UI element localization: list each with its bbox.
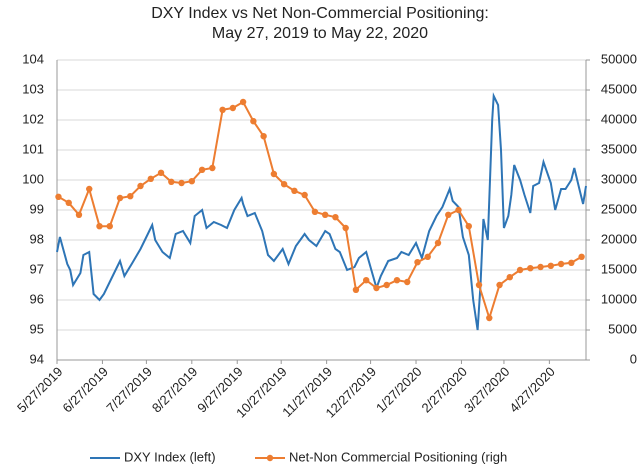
y2-tick-label: 40000 xyxy=(601,111,637,126)
legend-label: Net-Non Commercial Positioning (righ xyxy=(289,449,507,464)
y-tick-label: 94 xyxy=(30,351,44,366)
point xyxy=(342,224,349,232)
series-line xyxy=(57,100,583,322)
point xyxy=(568,259,575,266)
point xyxy=(465,223,472,230)
y-tick-label: 101 xyxy=(22,141,44,156)
y2-tick-label: 25000 xyxy=(601,201,637,216)
y2-tick-label: 45000 xyxy=(601,81,637,96)
y2-tick-label: 10000 xyxy=(601,291,637,306)
x-tick-label: 8/27/2019 xyxy=(149,364,201,416)
y-tick-label: 102 xyxy=(22,111,44,126)
y-tick-label: 99 xyxy=(30,201,44,216)
point xyxy=(86,185,93,193)
y-tick-label: 100 xyxy=(22,171,44,186)
point xyxy=(116,194,124,202)
point xyxy=(445,211,452,218)
point xyxy=(383,281,390,289)
y2-tick-label: 0 xyxy=(630,351,637,366)
y-tick-label: 98 xyxy=(30,231,44,246)
x-tick-label: 5/27/2019 xyxy=(14,364,66,416)
x-tick-label: 6/27/2019 xyxy=(59,364,111,416)
point xyxy=(65,199,72,206)
chart-subtitle: May 27, 2019 to May 22, 2020 xyxy=(212,25,428,42)
point xyxy=(301,191,308,199)
point xyxy=(147,175,154,182)
point xyxy=(547,262,555,269)
point xyxy=(260,133,267,140)
point xyxy=(414,259,421,266)
y2-tick-label: 30000 xyxy=(601,171,637,186)
y-tick-label: 103 xyxy=(22,81,44,96)
point xyxy=(537,263,544,271)
y2-tick-label: 15000 xyxy=(601,261,637,276)
series-line xyxy=(56,92,587,331)
point xyxy=(198,166,206,173)
x-tick-label: 1/27/2020 xyxy=(373,364,425,416)
point xyxy=(434,239,442,247)
point xyxy=(557,260,565,268)
chart-title: DXY Index vs Net Non-Commercial Position… xyxy=(151,5,489,22)
point xyxy=(578,253,585,260)
y2-tick-label: 35000 xyxy=(601,141,637,156)
point xyxy=(168,178,175,185)
point xyxy=(188,178,196,185)
point xyxy=(496,281,503,289)
point xyxy=(127,193,134,200)
point xyxy=(362,277,370,284)
point xyxy=(527,265,534,272)
point xyxy=(486,314,493,322)
point xyxy=(321,211,329,218)
point xyxy=(137,182,144,190)
point xyxy=(280,181,288,188)
y2-tick-label: 50000 xyxy=(601,51,637,66)
y2-tick-label: 5000 xyxy=(608,321,637,336)
point xyxy=(55,193,62,200)
point xyxy=(178,179,185,187)
point xyxy=(209,164,216,172)
y-tick-label: 95 xyxy=(30,321,44,336)
point xyxy=(516,266,524,274)
y-tick-label: 96 xyxy=(30,291,44,306)
x-tick-label: 3/27/2020 xyxy=(461,364,513,416)
point xyxy=(373,284,380,292)
point xyxy=(352,286,360,293)
point xyxy=(311,208,319,215)
point xyxy=(239,98,247,106)
legend-label: DXY Index (left) xyxy=(124,449,216,464)
point xyxy=(219,106,226,114)
point xyxy=(157,169,165,176)
point xyxy=(75,211,83,218)
point xyxy=(455,206,462,214)
legend-marker xyxy=(266,454,274,462)
y2-tick-label: 20000 xyxy=(601,231,637,246)
point xyxy=(250,118,257,125)
point xyxy=(270,170,278,178)
point xyxy=(424,253,431,260)
x-tick-label: 4/27/2020 xyxy=(506,364,558,416)
point xyxy=(229,104,237,112)
y-tick-label: 104 xyxy=(22,51,44,66)
point xyxy=(106,223,113,230)
point xyxy=(332,214,339,221)
point xyxy=(96,223,103,230)
point xyxy=(475,281,483,289)
point xyxy=(393,277,401,284)
point xyxy=(404,278,411,286)
point xyxy=(506,274,514,281)
x-tick-label: 7/27/2019 xyxy=(103,364,155,416)
point xyxy=(291,187,298,194)
y-tick-label: 97 xyxy=(30,261,44,276)
x-tick-label: 2/27/2020 xyxy=(418,364,470,416)
